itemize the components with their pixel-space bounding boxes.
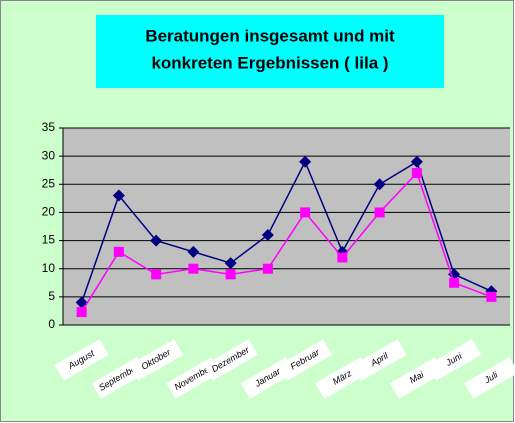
y-tick-label: 30 — [42, 148, 56, 162]
point — [261, 228, 274, 241]
x-label-box — [203, 339, 258, 381]
point — [449, 277, 460, 288]
x-tick-group: Juli — [464, 357, 515, 399]
x-label-box — [54, 339, 109, 381]
y-tick-label: 35 — [42, 120, 56, 134]
point — [188, 263, 199, 274]
point — [411, 168, 422, 179]
point — [150, 234, 163, 247]
point — [75, 296, 88, 309]
point — [300, 207, 311, 218]
series-line — [80, 159, 492, 303]
series-line — [80, 171, 492, 313]
title-box — [96, 15, 444, 88]
point — [410, 155, 423, 168]
point — [373, 178, 386, 191]
x-tick-group: April — [352, 339, 407, 381]
point — [76, 307, 87, 318]
point — [225, 269, 236, 280]
y-tick-label: 20 — [42, 205, 56, 219]
point — [187, 245, 200, 258]
point — [224, 257, 237, 270]
point — [336, 245, 349, 258]
point — [262, 263, 273, 274]
point — [374, 207, 385, 218]
chart-title: Beratungen insgesamt und mit — [145, 26, 395, 45]
x-tick-group: Juni — [427, 339, 482, 381]
point — [448, 268, 461, 281]
y-tick-label: 0 — [48, 317, 55, 331]
plot-area — [63, 128, 510, 325]
y-tick-label: 25 — [42, 176, 56, 190]
point — [486, 291, 497, 302]
point — [151, 269, 162, 280]
point — [337, 252, 348, 263]
x-label-box — [129, 339, 184, 381]
point — [299, 155, 312, 168]
x-label-box — [278, 339, 333, 381]
x-label-box — [464, 357, 515, 399]
point — [112, 189, 125, 202]
chart-title: konkreten Ergebnissen ( lila ) — [151, 53, 388, 72]
x-label-box — [427, 339, 482, 381]
y-tick-label: 5 — [48, 289, 55, 303]
point — [113, 246, 124, 257]
y-tick-label: 15 — [42, 233, 56, 247]
y-tick-label: 10 — [42, 261, 56, 275]
x-label-box — [352, 339, 407, 381]
